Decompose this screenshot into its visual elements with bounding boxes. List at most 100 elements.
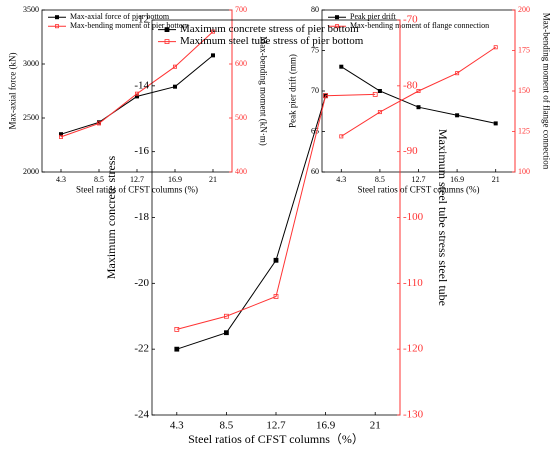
y-tick-label: -14 <box>134 79 149 91</box>
series-marker <box>174 327 180 332</box>
series-line <box>60 31 214 138</box>
y2-tick-label: -100 <box>403 211 424 223</box>
series-marker <box>455 71 460 76</box>
legend-marker <box>164 27 170 33</box>
series-marker <box>97 121 102 126</box>
x-tick-label: 16.9 <box>316 420 336 432</box>
x-tick-label: 16.9 <box>450 175 464 184</box>
y2-tick-label: 500 <box>235 113 247 122</box>
series-marker <box>416 105 421 110</box>
legend-label: Max-bending moment of flange connection <box>350 21 489 30</box>
series-marker <box>339 64 344 69</box>
x-tick-label: 21 <box>492 175 500 184</box>
series-marker <box>339 134 344 139</box>
series-line <box>341 46 496 137</box>
series-marker <box>210 29 215 34</box>
x-tick-label: 8.5 <box>220 420 234 432</box>
x-tick-label: 4.3 <box>170 420 184 432</box>
y-tick-label: 75 <box>311 45 319 54</box>
legend-marker <box>55 24 60 29</box>
x-tick-label: 8.5 <box>94 175 104 184</box>
y2-tick-label: 200 <box>518 5 530 14</box>
y2-tick-label: -120 <box>403 343 424 355</box>
series-marker <box>210 53 215 58</box>
y2-tick-label: 175 <box>518 45 530 54</box>
legend-label: Maximum concrete stress of pier bottom <box>180 23 359 35</box>
x-tick-label: 12.7 <box>266 420 286 432</box>
series-marker <box>223 330 229 336</box>
y2-tick-label: -70 <box>403 14 418 26</box>
y2-axis-label: Maximum steel tube stress steel tube <box>436 129 450 306</box>
x-tick-label: 21 <box>370 420 381 432</box>
series-marker <box>493 45 498 50</box>
y-tick-label: -22 <box>134 343 149 355</box>
series-marker <box>172 64 177 69</box>
series-marker <box>493 121 498 126</box>
series-marker <box>59 132 64 137</box>
series-marker <box>59 134 64 139</box>
legend-marker <box>164 39 170 44</box>
y2-tick-label: -90 <box>403 145 418 157</box>
series-marker <box>273 257 279 263</box>
y2-tick-label: -130 <box>403 409 424 421</box>
y-tick-label: -12 <box>134 14 149 26</box>
series-line <box>176 93 376 330</box>
legend-label: Max-axial force of pier bottom <box>70 12 170 21</box>
y-tick-label: -24 <box>134 409 149 421</box>
plot-frame <box>151 19 401 416</box>
x-tick-label: 8.5 <box>375 175 385 184</box>
x-tick-label: 21 <box>209 175 217 184</box>
y-tick-label: 80 <box>311 5 319 14</box>
y2-tick-label: 600 <box>235 59 247 68</box>
series-marker <box>174 346 180 352</box>
y2-tick-label: -110 <box>403 277 423 289</box>
y2-tick-label: 100 <box>518 167 530 176</box>
y-axis-label: Max-axial force (kN) <box>7 53 17 130</box>
series-marker <box>172 84 177 89</box>
x-tick-label: 12.7 <box>412 175 426 184</box>
x-axis-label: Steel ratios of CFST columns (%) <box>357 184 479 194</box>
y-tick-label: 3000 <box>23 59 39 68</box>
series-marker <box>273 294 279 299</box>
x-axis-label: Steel ratios of CFST columns (%) <box>76 184 198 194</box>
legend-label: Maximum steel tube stress of pier bottom <box>180 35 364 47</box>
y-tick-label: -16 <box>134 145 149 157</box>
y2-tick-label: -80 <box>403 79 418 91</box>
legend-marker <box>334 15 339 20</box>
x-tick-label: 12.7 <box>130 175 144 184</box>
legend-label: Max-bending moment of pier bottom <box>70 21 190 30</box>
y-axis-label: Peak pier drift (mm) <box>287 54 297 128</box>
series-marker <box>455 113 460 118</box>
series-marker <box>134 91 139 96</box>
series-marker <box>372 91 378 97</box>
y2-tick-label: 700 <box>235 5 247 14</box>
y2-tick-label: 400 <box>235 167 247 176</box>
y-tick-label: 2000 <box>23 167 39 176</box>
y-tick-label: 60 <box>311 167 319 176</box>
series-marker <box>377 110 382 115</box>
y-tick-label: 2500 <box>23 113 39 122</box>
y-tick-label: 3500 <box>23 5 39 14</box>
y2-tick-label: 150 <box>518 86 530 95</box>
series-marker <box>416 89 421 94</box>
y2-tick-label: 125 <box>518 126 530 135</box>
y-axis-label: Maximum concrete stress <box>104 156 118 280</box>
y2-axis-label: Max-bending moment (kN·m) <box>258 36 268 145</box>
y-tick-label: -18 <box>134 211 149 223</box>
series-marker <box>377 89 382 94</box>
series-marker <box>134 94 139 99</box>
y-tick-label: 70 <box>311 86 319 95</box>
y-tick-label: -20 <box>134 277 149 289</box>
x-tick-label: 4.3 <box>56 175 66 184</box>
y2-axis-label: Max-bending moment of flange connection <box>541 13 550 170</box>
legend-label: Peak pier drift <box>350 12 397 21</box>
series-marker <box>223 313 229 319</box>
series-line <box>176 95 327 350</box>
x-axis-label: Steel ratios of CFST columns（%） <box>188 432 364 446</box>
x-tick-label: 4.3 <box>336 175 346 184</box>
series-marker <box>323 93 329 99</box>
x-tick-label: 16.9 <box>168 175 182 184</box>
legend-marker <box>334 24 339 29</box>
legend-marker <box>55 15 60 20</box>
